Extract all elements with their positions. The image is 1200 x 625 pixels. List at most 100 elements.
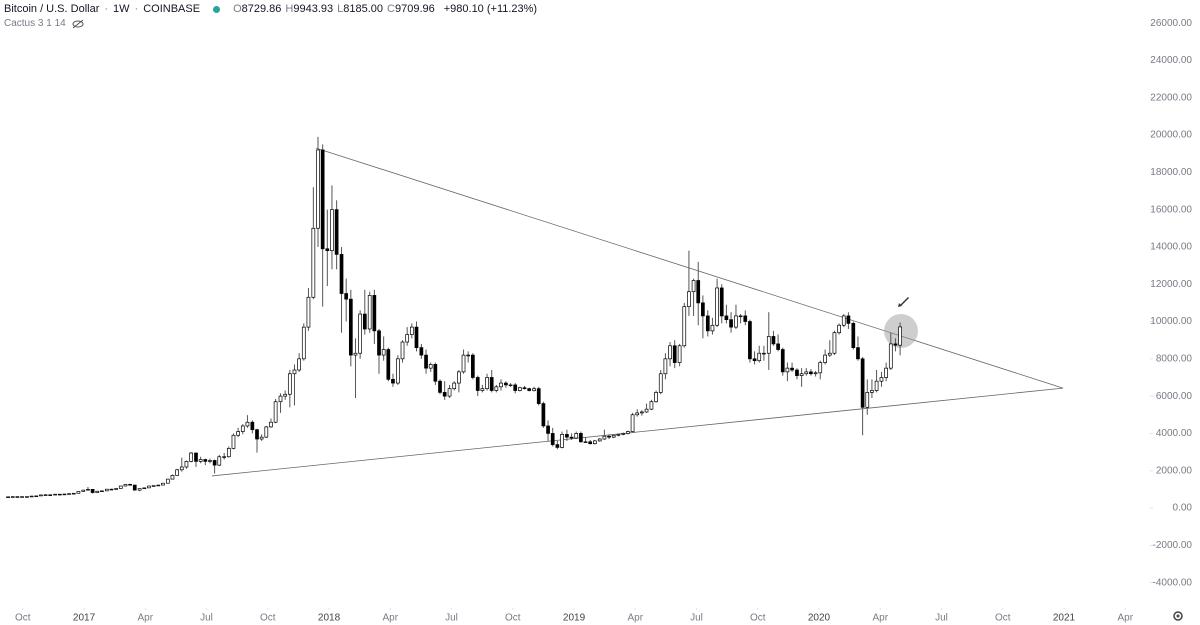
- candle-body: [499, 382, 503, 388]
- candle-body: [621, 433, 626, 435]
- candle-body: [583, 441, 588, 443]
- candle-body: [100, 490, 104, 493]
- candle-body: [724, 315, 729, 321]
- candle-body: [95, 490, 100, 493]
- candle-body: [860, 358, 865, 408]
- candle-body: [555, 444, 560, 448]
- x-tick-label: Apr: [627, 613, 643, 624]
- candle-body: [118, 485, 123, 489]
- candle-body: [489, 377, 494, 391]
- candle-body: [644, 408, 649, 413]
- candle-body: [898, 326, 902, 346]
- candle-body: [433, 364, 438, 382]
- candle-body: [269, 421, 273, 428]
- candle-body: [687, 291, 691, 307]
- candle-body: [156, 484, 161, 487]
- candle-body: [757, 352, 762, 362]
- candle-body: [466, 354, 471, 357]
- y-tick-label: 10000.00: [1150, 316, 1192, 327]
- candle-body: [316, 149, 320, 229]
- candle-body: [86, 489, 90, 491]
- x-tick-label: 2017: [73, 613, 96, 624]
- candle-body: [743, 315, 748, 322]
- candle-body: [208, 460, 212, 462]
- candle-body: [771, 336, 776, 345]
- candle-body: [438, 380, 442, 393]
- candle-body: [255, 429, 259, 440]
- candle-body: [391, 378, 395, 384]
- x-tick-label: Oct: [260, 613, 276, 624]
- candle-body: [203, 459, 208, 462]
- candle-body: [607, 435, 611, 438]
- candle-body: [222, 456, 227, 458]
- candle-body: [264, 426, 269, 438]
- y-tick-label: 24000.00: [1150, 55, 1192, 66]
- candle-body: [508, 384, 513, 387]
- x-tick-label: Jul: [445, 613, 458, 624]
- candle-body: [170, 475, 175, 480]
- candle-body: [480, 388, 485, 391]
- candle-body: [616, 434, 621, 436]
- settings-icon[interactable]: [1173, 611, 1183, 621]
- candle-body: [114, 488, 118, 490]
- header: Bitcoin / U.S. Dollar · 1W · COINBASE O 872…: [4, 3, 538, 15]
- ohlc-key: L: [337, 3, 344, 15]
- candle-body: [419, 347, 424, 356]
- candle-body: [29, 495, 34, 498]
- candle-body: [884, 367, 888, 378]
- candle-body: [879, 377, 884, 382]
- x-tick-label: Jul: [200, 613, 213, 624]
- candle-body: [15, 496, 20, 498]
- candle-body: [710, 324, 715, 332]
- candle-body: [367, 295, 372, 330]
- candle-body: [494, 386, 499, 391]
- x-tick-label: Apr: [137, 613, 153, 624]
- candle-body: [663, 358, 668, 375]
- candle-body: [67, 493, 71, 495]
- status-dot: [213, 5, 221, 13]
- y-tick-label: 8000.00: [1156, 353, 1193, 364]
- ohlc-key: H: [285, 3, 294, 15]
- candle-body: [137, 488, 142, 491]
- y-tick-label: -4000.00: [1153, 577, 1193, 588]
- x-tick-label: Apr: [872, 613, 888, 624]
- candle-body: [668, 345, 672, 360]
- candle-body: [701, 302, 705, 317]
- eye-icon[interactable]: [72, 19, 84, 29]
- candle-body: [198, 459, 203, 462]
- candle-body: [377, 330, 381, 356]
- candle-body: [611, 434, 616, 438]
- candle-body: [442, 392, 447, 397]
- candle-body: [790, 367, 794, 371]
- candle-body: [485, 377, 489, 390]
- candle-body: [189, 452, 193, 462]
- ohlc-value: 8729.86: [241, 3, 282, 15]
- y-tick-label: 16000.00: [1150, 204, 1192, 215]
- candle-body: [734, 315, 738, 328]
- candle-body: [691, 280, 696, 293]
- x-tick-label: Oct: [505, 613, 521, 624]
- candle-body: [128, 483, 132, 486]
- candle-body: [597, 438, 602, 442]
- x-tick-label: 2021: [1053, 613, 1076, 624]
- candle-body: [470, 354, 475, 378]
- candle-body: [452, 382, 457, 390]
- candle-body: [161, 482, 165, 486]
- candle-body: [865, 392, 870, 408]
- candle-body: [696, 280, 701, 304]
- candle-body: [748, 321, 752, 360]
- candle-body: [405, 334, 410, 343]
- candle-body: [320, 149, 325, 250]
- candle-body: [856, 347, 860, 360]
- candle-body: [649, 401, 654, 410]
- candle-body: [194, 452, 198, 462]
- candle-body: [10, 496, 15, 498]
- candle-body: [809, 371, 813, 375]
- candle-body: [90, 489, 95, 493]
- candle-body: [372, 295, 377, 332]
- candle-body: [184, 461, 189, 468]
- candle-body: [738, 315, 743, 318]
- candle-body: [358, 313, 362, 354]
- ohlc-value: 9709.96: [394, 3, 435, 15]
